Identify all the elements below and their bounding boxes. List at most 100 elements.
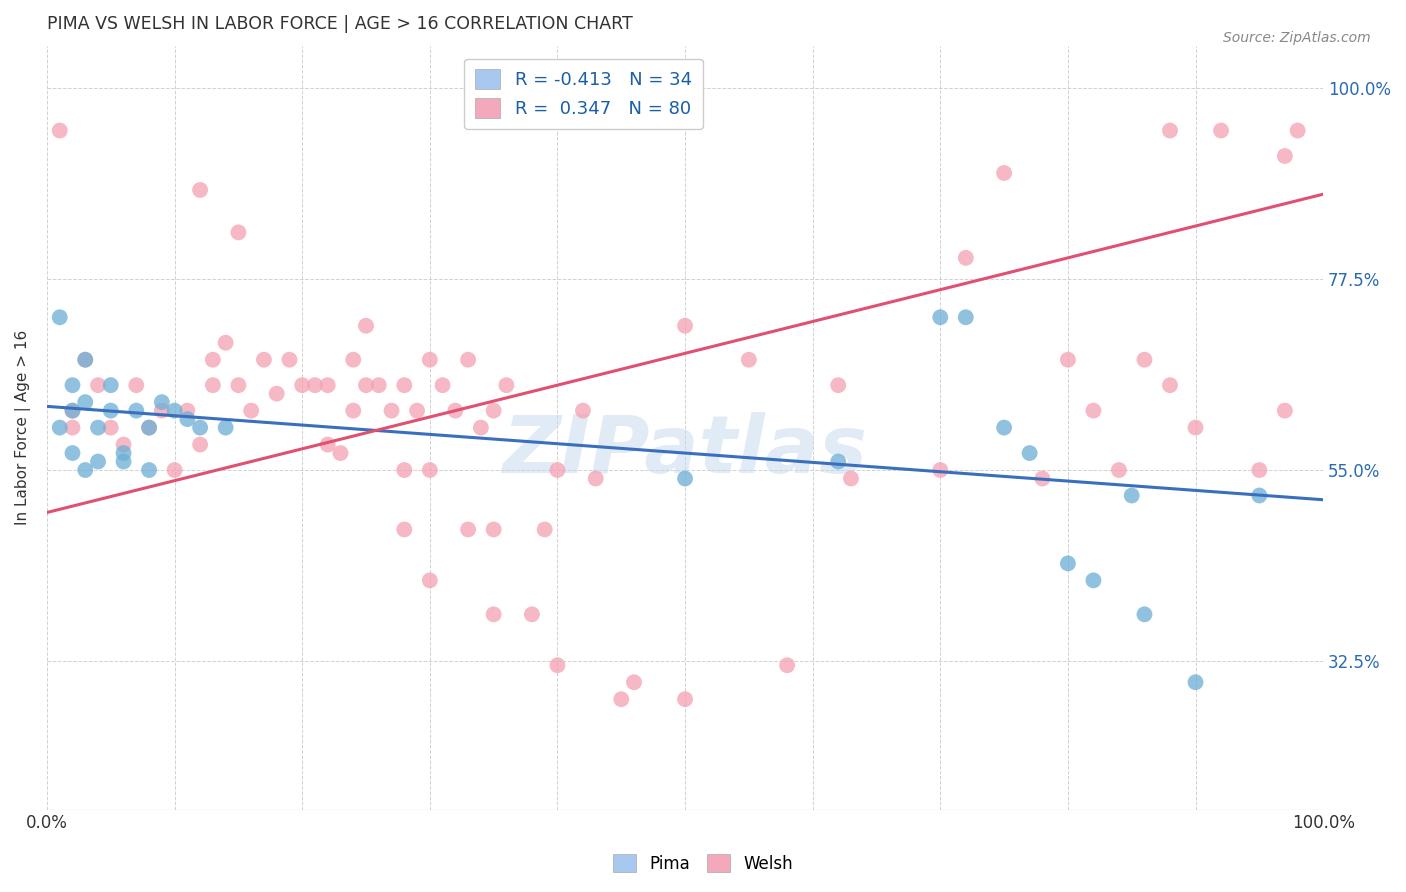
Point (1133, 352, 1156, 367)
Point (572, 403, 595, 417)
Point (354, 378, 377, 392)
Point (610, 692, 633, 706)
Point (253, 352, 276, 367)
Point (316, 378, 339, 392)
Point (291, 378, 314, 392)
Point (62, 403, 84, 417)
Point (342, 403, 364, 417)
Point (839, 471, 862, 485)
Point (406, 403, 429, 417)
Point (75, 352, 97, 367)
Point (240, 403, 263, 417)
Point (62, 403, 84, 417)
Point (394, 523, 416, 537)
Point (585, 471, 607, 485)
Point (214, 420, 236, 434)
Point (1184, 675, 1206, 690)
Legend: Pima, Welsh: Pima, Welsh (606, 847, 800, 880)
Point (482, 607, 505, 622)
Point (482, 523, 505, 537)
Point (1133, 607, 1156, 622)
Point (419, 463, 441, 477)
Point (112, 437, 135, 451)
Point (1249, 488, 1271, 502)
Point (125, 378, 148, 392)
Text: PIMA VS WELSH IN LABOR FORCE | AGE > 16 CORRELATION CHART: PIMA VS WELSH IN LABOR FORCE | AGE > 16 … (46, 15, 633, 33)
Point (1184, 420, 1206, 434)
Point (87, 454, 110, 468)
Point (75, 395, 97, 409)
Point (1083, 403, 1105, 417)
Point (62, 446, 84, 460)
Point (1286, 123, 1309, 137)
Point (100, 420, 122, 434)
Point (112, 454, 135, 468)
Point (176, 412, 198, 426)
Point (150, 403, 173, 417)
Point (278, 352, 301, 367)
Point (419, 352, 441, 367)
Point (673, 471, 696, 485)
Point (929, 310, 952, 325)
Point (929, 463, 952, 477)
Point (48, 123, 70, 137)
Point (1249, 463, 1271, 477)
Point (125, 403, 148, 417)
Point (432, 378, 454, 392)
Point (112, 446, 135, 460)
Point (993, 420, 1015, 434)
Legend: R = -0.413   N = 34, R =  0.347   N = 80: R = -0.413 N = 34, R = 0.347 N = 80 (464, 59, 703, 129)
Point (457, 523, 479, 537)
Point (62, 378, 84, 392)
Point (470, 420, 492, 434)
Point (673, 692, 696, 706)
Point (1031, 471, 1053, 485)
Point (1083, 574, 1105, 588)
Point (342, 352, 364, 367)
Point (1108, 463, 1130, 477)
Point (75, 463, 97, 477)
Point (738, 352, 761, 367)
Point (380, 403, 402, 417)
Point (1159, 378, 1181, 392)
Point (1274, 403, 1296, 417)
Point (329, 446, 352, 460)
Point (1018, 446, 1040, 460)
Point (1057, 352, 1080, 367)
Point (457, 352, 479, 367)
Point (1057, 557, 1080, 571)
Point (546, 463, 568, 477)
Text: Source: ZipAtlas.com: Source: ZipAtlas.com (1223, 31, 1371, 45)
Point (482, 403, 505, 417)
Point (201, 378, 224, 392)
Point (62, 420, 84, 434)
Point (316, 437, 339, 451)
Point (367, 378, 389, 392)
Point (955, 310, 977, 325)
Point (520, 607, 543, 622)
Point (87, 378, 110, 392)
Point (546, 658, 568, 673)
Point (354, 318, 377, 333)
Point (495, 378, 517, 392)
Point (419, 574, 441, 588)
Point (1209, 123, 1232, 137)
Point (100, 403, 122, 417)
Point (394, 378, 416, 392)
Point (150, 395, 173, 409)
Point (138, 420, 160, 434)
Point (228, 378, 250, 392)
Point (75, 352, 97, 367)
Point (533, 523, 555, 537)
Point (138, 420, 160, 434)
Text: ZIPatlas: ZIPatlas (502, 411, 868, 490)
Point (138, 463, 160, 477)
Point (444, 403, 467, 417)
Point (48, 420, 70, 434)
Point (266, 386, 288, 401)
Point (163, 463, 186, 477)
Point (214, 335, 236, 350)
Point (993, 166, 1015, 180)
Point (827, 454, 849, 468)
Point (87, 420, 110, 434)
